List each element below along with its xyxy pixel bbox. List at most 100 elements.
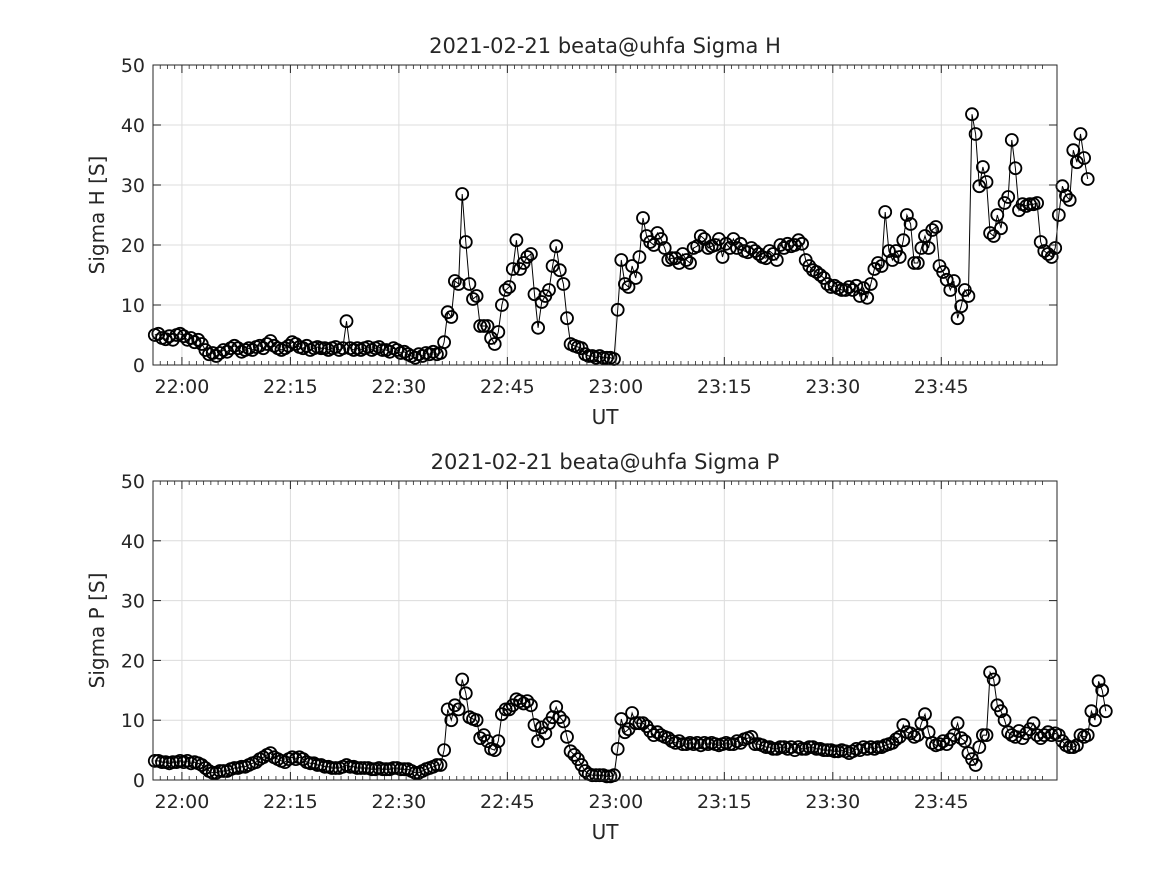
sigma-p-data-point [950, 716, 965, 731]
sigma-h-data-point [914, 241, 929, 255]
sigma-p-data-point [986, 672, 1001, 687]
sigma-p-data-point [502, 702, 517, 717]
sigma-p-data-point [773, 740, 788, 754]
sigma-h-data-point [231, 341, 245, 356]
sigma-p-data-point [589, 768, 603, 783]
sigma-h-data-point [773, 238, 788, 252]
sigma-p-data-point [147, 754, 162, 768]
sigma-h-y-tick-label: 0 [133, 355, 145, 377]
sigma-p-data-point [983, 665, 997, 680]
sigma-h-data-point [625, 259, 639, 273]
sigma-h-x-tick-label: 23:30 [805, 376, 860, 398]
sigma-h-data-point [524, 247, 538, 261]
sigma-p-data-point [155, 755, 169, 769]
sigma-p-data-point [994, 704, 1008, 719]
sigma-h-data-point [885, 253, 900, 267]
sigma-p-data-point [325, 761, 339, 775]
sigma-h-data-point [871, 256, 885, 270]
sigma-p-grid [153, 481, 1057, 780]
sigma-h-data-point [994, 221, 1008, 236]
sigma-h-data-point [900, 208, 914, 222]
sigma-p-data-point [357, 761, 372, 775]
sigma-p-data-point [599, 769, 614, 784]
sigma-p-data-point [954, 731, 969, 745]
sigma-p-data-point [447, 698, 462, 713]
sigma-h-data-point [487, 337, 502, 351]
sigma-h-data-point [961, 289, 976, 303]
sigma-p-data-point [350, 761, 365, 775]
sigma-h-data-point [813, 268, 828, 282]
sigma-p-data-point [531, 734, 545, 748]
sigma-h-data-point [632, 250, 647, 264]
sigma-h-y-tick-label: 50 [121, 55, 145, 77]
sigma-p-data-point [1062, 740, 1077, 754]
sigma-h-data-point [1004, 133, 1019, 147]
sigma-h-data-point [455, 187, 470, 201]
sigma-h-x-tick-label: 22:00 [155, 376, 210, 398]
sigma-p-data-point [903, 726, 918, 741]
sigma-p-data-point [918, 707, 932, 722]
sigma-h-y-axis-label: Sigma H [S] [85, 156, 109, 275]
sigma-h-x-tick-label: 22:30 [372, 376, 427, 398]
sigma-h-data-point [1055, 179, 1070, 194]
sigma-h-data-point [628, 271, 643, 285]
sigma-h-data-point [874, 259, 889, 273]
sigma-p-y-tick-label: 20 [121, 650, 145, 672]
sigma-h-data-point [1030, 196, 1044, 210]
sigma-h-data-point [936, 265, 950, 279]
sigma-p-data-point [379, 762, 394, 777]
sigma-p-data-point [451, 702, 466, 717]
sigma-h-data-point [863, 277, 878, 291]
sigma-p-data-point [976, 728, 990, 742]
sigma-p-x-tick-label: 23:30 [805, 791, 860, 813]
sigma-h-data-point [1033, 235, 1048, 249]
sigma-h-data-point [947, 274, 961, 288]
sigma-h-data-point [697, 232, 712, 246]
sigma-h-panel: 0 10 20 30 40 50 22:00 22:15 22:30 22:45 23:00 23:1… [85, 34, 1095, 429]
sigma-h-grid [153, 65, 1057, 365]
sigma-h-y-tick-label: 40 [121, 115, 145, 137]
sigma-p-x-tick-label: 23:45 [914, 791, 969, 813]
sigma-h-data-point [968, 127, 983, 141]
sigma-p-data-point [943, 732, 958, 747]
sigma-h-data-point [1062, 193, 1077, 207]
sigma-h-data-point [1023, 197, 1037, 212]
sigma-h-data-point [990, 208, 1005, 222]
sigma-h-data-point [657, 241, 672, 255]
sigma-h-data-point [176, 329, 191, 344]
sigma-p-data-point [722, 737, 737, 751]
sigma-h-data-point [505, 262, 520, 276]
sigma-p-data-point [227, 761, 242, 775]
sigma-p-x-tick-label: 23:15 [697, 791, 752, 813]
sigma-p-data-point [744, 730, 759, 744]
sigma-h-data-point [187, 335, 202, 350]
sigma-h-x-tick-label: 23:00 [588, 376, 643, 398]
sigma-p-data-point [487, 743, 502, 757]
sigma-h-ticks: 0 10 20 30 40 50 22:00 22:15 22:30 22:45 23:00 23:1… [121, 55, 1058, 398]
sigma-h-data-point [531, 320, 545, 335]
sigma-p-data-point [527, 718, 542, 732]
sigma-h-data-point [954, 299, 969, 314]
sigma-h-data-point [494, 298, 509, 312]
sigma-p-data-point [889, 732, 903, 747]
sigma-h-data-point [466, 292, 480, 306]
sigma-h-data-point [542, 283, 556, 297]
sigma-p-data-point [524, 698, 538, 713]
sigma-h-data-point [636, 211, 650, 225]
sigma-p-data-point [386, 761, 401, 775]
sigma-p-data-point [563, 744, 578, 759]
sigma-p-y-tick-label: 40 [121, 531, 145, 553]
sigma-p-x-tick-label: 22:45 [480, 791, 535, 813]
sigma-h-axes-frame [152, 64, 1058, 366]
sigma-h-data-point [191, 332, 206, 347]
sigma-h-data-point [965, 107, 979, 122]
sigma-p-data-point [1098, 704, 1113, 719]
sigma-h-data-point [878, 205, 893, 219]
sigma-h-data-point [556, 277, 571, 291]
sigma-h-data-point [1048, 241, 1063, 255]
sigma-p-data-point [437, 743, 452, 757]
sigma-p-data-point [947, 728, 961, 742]
sigma-h-data-point [986, 229, 1001, 243]
sigma-h-data-point [1051, 208, 1066, 222]
sigma-p-data-point [249, 755, 264, 769]
